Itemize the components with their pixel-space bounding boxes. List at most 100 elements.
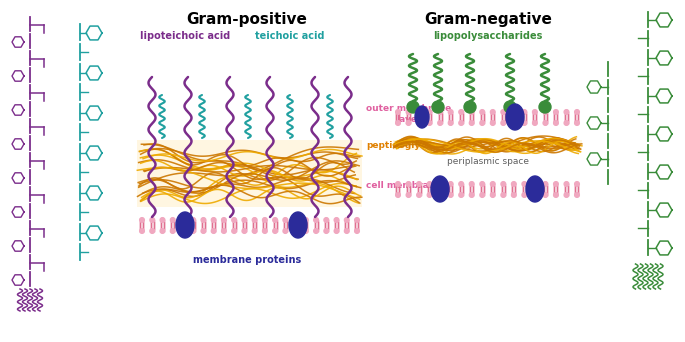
Circle shape <box>501 182 506 186</box>
Circle shape <box>469 182 474 186</box>
Bar <box>393 140 582 150</box>
Circle shape <box>416 110 421 114</box>
Circle shape <box>480 193 484 197</box>
Circle shape <box>480 110 484 114</box>
Circle shape <box>396 182 400 186</box>
Circle shape <box>438 182 443 186</box>
Circle shape <box>532 121 537 125</box>
Circle shape <box>469 110 474 114</box>
Text: lipoteichoic acid: lipoteichoic acid <box>140 31 230 41</box>
Circle shape <box>564 193 569 197</box>
Circle shape <box>464 101 476 113</box>
Circle shape <box>293 229 298 233</box>
Circle shape <box>490 110 495 114</box>
Text: periplasmic space: periplasmic space <box>447 158 529 167</box>
Circle shape <box>532 110 537 114</box>
Circle shape <box>406 121 411 125</box>
Circle shape <box>345 218 349 222</box>
Circle shape <box>504 101 516 113</box>
Circle shape <box>406 193 411 197</box>
Circle shape <box>522 182 527 186</box>
Circle shape <box>221 229 226 233</box>
Circle shape <box>273 218 277 222</box>
Circle shape <box>512 110 516 114</box>
Circle shape <box>553 121 558 125</box>
Circle shape <box>543 182 548 186</box>
Circle shape <box>469 193 474 197</box>
Circle shape <box>501 121 506 125</box>
Circle shape <box>490 121 495 125</box>
Circle shape <box>459 193 464 197</box>
Circle shape <box>160 229 165 233</box>
Circle shape <box>416 121 421 125</box>
Circle shape <box>406 182 411 186</box>
Circle shape <box>396 193 400 197</box>
Circle shape <box>512 193 516 197</box>
Circle shape <box>252 218 257 222</box>
Circle shape <box>480 121 484 125</box>
Circle shape <box>334 218 339 222</box>
Text: cell membrane: cell membrane <box>366 182 441 190</box>
Circle shape <box>355 229 360 233</box>
Circle shape <box>512 121 516 125</box>
Circle shape <box>181 229 185 233</box>
Ellipse shape <box>526 176 544 202</box>
Text: lipopolysaccharides: lipopolysaccharides <box>434 31 543 41</box>
Circle shape <box>553 182 558 186</box>
Circle shape <box>273 229 277 233</box>
Circle shape <box>564 121 569 125</box>
Circle shape <box>406 110 411 114</box>
Circle shape <box>427 110 432 114</box>
Circle shape <box>522 110 527 114</box>
Circle shape <box>448 121 453 125</box>
Text: teichoic acid: teichoic acid <box>256 31 325 41</box>
Circle shape <box>575 121 580 125</box>
Circle shape <box>242 218 247 222</box>
Circle shape <box>532 182 537 186</box>
Circle shape <box>512 182 516 186</box>
Circle shape <box>140 229 145 233</box>
Circle shape <box>553 110 558 114</box>
Circle shape <box>140 218 145 222</box>
Text: membrane proteins: membrane proteins <box>193 255 301 265</box>
Circle shape <box>181 218 185 222</box>
Circle shape <box>448 193 453 197</box>
Circle shape <box>191 218 195 222</box>
Circle shape <box>469 121 474 125</box>
Circle shape <box>324 218 329 222</box>
Circle shape <box>396 121 400 125</box>
Circle shape <box>355 218 360 222</box>
Text: peptidoglycan: peptidoglycan <box>366 141 438 149</box>
Circle shape <box>501 110 506 114</box>
Circle shape <box>303 218 308 222</box>
Circle shape <box>427 193 432 197</box>
Circle shape <box>396 110 400 114</box>
Ellipse shape <box>415 106 429 128</box>
Circle shape <box>324 229 329 233</box>
Circle shape <box>575 182 580 186</box>
Circle shape <box>539 101 551 113</box>
Circle shape <box>303 229 308 233</box>
Circle shape <box>150 218 155 222</box>
Circle shape <box>543 110 548 114</box>
Circle shape <box>427 182 432 186</box>
Circle shape <box>201 229 206 233</box>
Circle shape <box>490 182 495 186</box>
Circle shape <box>150 229 155 233</box>
Circle shape <box>171 218 175 222</box>
Circle shape <box>564 182 569 186</box>
Circle shape <box>522 193 527 197</box>
Circle shape <box>543 193 548 197</box>
Circle shape <box>448 110 453 114</box>
Circle shape <box>283 229 288 233</box>
Circle shape <box>262 218 267 222</box>
Circle shape <box>459 121 464 125</box>
Ellipse shape <box>506 104 524 130</box>
Circle shape <box>314 218 319 222</box>
Text: Gram-negative: Gram-negative <box>424 12 552 27</box>
Circle shape <box>438 110 443 114</box>
Circle shape <box>191 229 195 233</box>
Circle shape <box>262 229 267 233</box>
Circle shape <box>407 101 419 113</box>
Circle shape <box>242 229 247 233</box>
